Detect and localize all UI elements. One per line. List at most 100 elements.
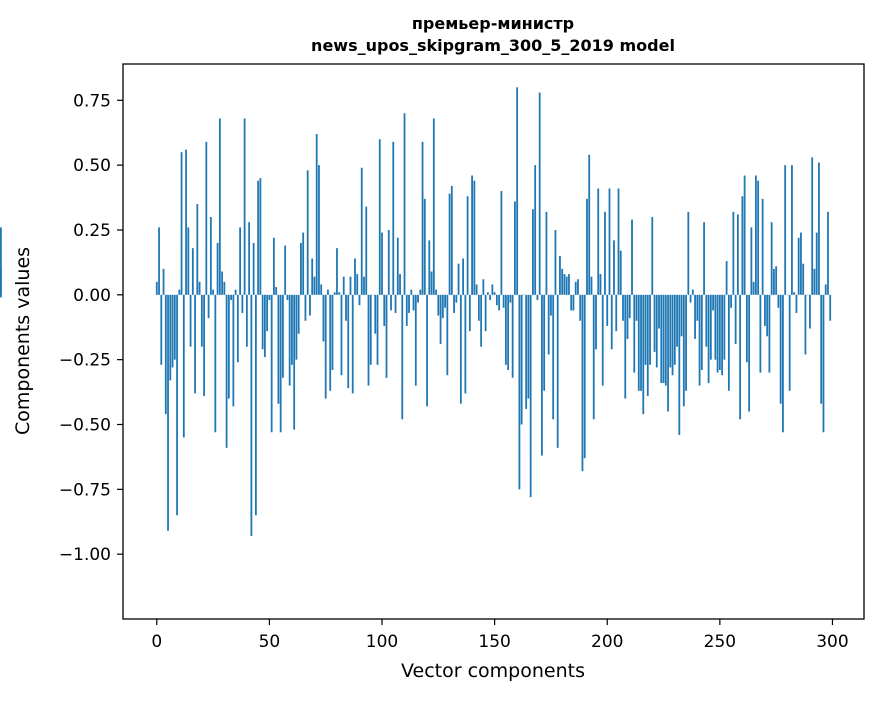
bar-component-229 (672, 295, 674, 375)
bar-component-78 (332, 295, 334, 370)
bar-component-103 (388, 230, 390, 295)
bar-component-154 (503, 295, 505, 308)
bar-component-246 (710, 295, 712, 360)
bar-component-149 (491, 284, 493, 294)
bar-component-2 (160, 295, 162, 365)
bar-component-293 (816, 233, 818, 295)
bar-component-92 (363, 277, 365, 295)
bar-component-82 (341, 295, 343, 375)
bar-component-112 (408, 295, 410, 313)
bar-component-197 (600, 274, 602, 295)
bar-component-153 (500, 191, 502, 295)
y-tick-label: 0.00 (73, 286, 111, 306)
bar-component-292 (814, 269, 816, 295)
bar-component-undefined (0, 227, 2, 294)
bar-component-224 (660, 295, 662, 383)
bar-component-213 (636, 295, 638, 321)
bar-component-119 (424, 199, 426, 295)
bar-component-172 (543, 295, 545, 391)
bar-component-248 (714, 295, 716, 360)
bar-component-117 (419, 290, 421, 295)
bar-component-52 (273, 238, 275, 295)
bar-component-79 (334, 292, 336, 295)
bar-component-195 (595, 295, 597, 349)
bar-component-41 (248, 222, 250, 295)
bar-component-123 (433, 118, 435, 294)
bar-component-73 (320, 284, 322, 294)
bar-component-237 (690, 295, 692, 303)
y-tick-label: −0.50 (59, 415, 111, 435)
bar-component-34 (232, 295, 234, 407)
bar-component-263 (748, 295, 750, 412)
bar-component-169 (537, 295, 539, 300)
bar-component-267 (757, 181, 759, 295)
bar-component-211 (631, 220, 633, 295)
bar-component-212 (633, 295, 635, 373)
bar-component-37 (239, 227, 241, 294)
bar-component-105 (392, 142, 394, 295)
bar-component-133 (455, 295, 457, 303)
bar-component-25 (212, 290, 214, 295)
bar-component-270 (764, 295, 766, 326)
bar-component-268 (759, 295, 761, 373)
bar-component-60 (291, 295, 293, 365)
bar-component-47 (262, 295, 264, 349)
bar-component-226 (665, 295, 667, 386)
bar-component-210 (629, 295, 631, 318)
bar-component-29 (221, 271, 223, 294)
bar-component-297 (825, 284, 827, 294)
bar-component-124 (435, 290, 437, 295)
y-tick-label: 0.50 (73, 156, 111, 176)
bar-component-3 (163, 269, 165, 295)
bar-component-59 (289, 295, 291, 386)
bar-component-259 (739, 295, 741, 419)
bar-component-50 (269, 295, 271, 300)
bar-component-271 (766, 295, 768, 337)
bar-component-217 (645, 295, 647, 365)
bar-component-115 (415, 295, 417, 386)
bar-component-186 (575, 282, 577, 295)
bar-component-252 (723, 295, 725, 360)
bar-component-42 (250, 295, 252, 536)
bar-component-175 (550, 295, 552, 316)
bar-component-138 (467, 196, 469, 295)
bar-component-152 (498, 295, 500, 311)
bar-component-253 (726, 261, 728, 295)
bar-component-162 (521, 295, 523, 425)
bar-component-228 (669, 295, 671, 368)
y-tick-label: 0.25 (73, 221, 111, 241)
bar-component-101 (383, 295, 385, 326)
bar-component-151 (496, 295, 498, 305)
bar-component-244 (705, 295, 707, 347)
bar-component-undefined (0, 295, 2, 298)
bar-component-168 (534, 165, 536, 295)
bar-component-166 (530, 295, 532, 497)
bar-component-282 (791, 165, 793, 295)
bar-component-57 (284, 246, 286, 295)
bar-component-170 (539, 93, 541, 295)
bar-component-245 (708, 295, 710, 383)
bar-component-219 (649, 295, 651, 365)
bar-component-161 (519, 295, 521, 490)
bar-component-27 (217, 243, 219, 295)
bar-component-135 (460, 295, 462, 404)
bar-component-148 (489, 295, 491, 300)
bar-component-14 (187, 227, 189, 294)
bar-component-145 (482, 279, 484, 295)
bar-component-242 (701, 295, 703, 370)
bar-component-100 (381, 233, 383, 295)
bar-component-5 (167, 295, 169, 531)
bar-component-198 (602, 295, 604, 386)
bar-component-232 (678, 295, 680, 435)
bar-component-201 (609, 188, 611, 294)
bar-component-254 (728, 295, 730, 391)
bar-component-236 (687, 212, 689, 295)
bar-component-165 (528, 295, 530, 399)
bar-component-140 (471, 176, 473, 295)
bar-component-67 (307, 170, 309, 294)
bar-component-255 (730, 295, 732, 308)
bar-component-199 (604, 212, 606, 295)
bar-component-189 (582, 295, 584, 471)
bar-component-193 (591, 277, 593, 295)
bar-component-218 (647, 295, 649, 396)
